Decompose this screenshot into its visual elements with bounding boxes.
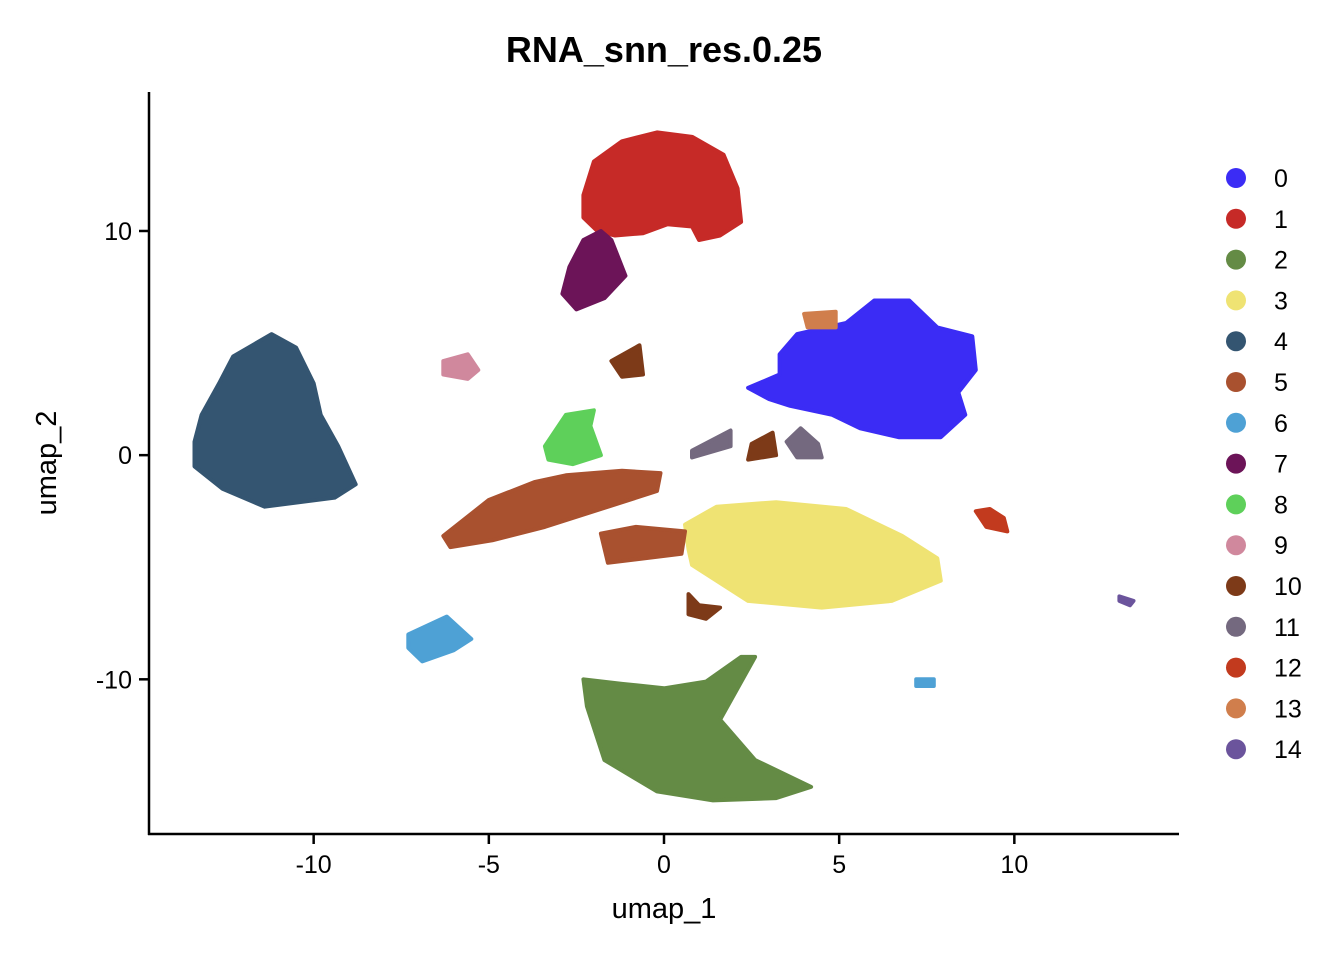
x-axis-ticks: -10 -5 0 5 10 xyxy=(296,834,1028,879)
legend-swatch-2 xyxy=(1226,249,1246,270)
cluster-11-points xyxy=(784,426,824,460)
legend-label-9: 9 xyxy=(1274,532,1288,560)
legend-swatch-5 xyxy=(1226,372,1246,392)
plot-area xyxy=(192,130,1136,803)
legend-label-7: 7 xyxy=(1274,451,1288,479)
legend-label-13: 13 xyxy=(1274,695,1302,723)
y-axis-ticks: -10 0 10 xyxy=(96,218,149,694)
legend-label-0: 0 xyxy=(1274,165,1288,193)
y-tick-label: 10 xyxy=(104,218,132,246)
x-tick-label: -5 xyxy=(478,851,500,879)
legend-swatch-8 xyxy=(1226,494,1246,515)
legend-swatch-14 xyxy=(1226,739,1246,760)
y-tick-label: -10 xyxy=(96,666,132,694)
cluster-5-points xyxy=(441,468,663,550)
chart-title: RNA_snn_res.0.25 xyxy=(506,29,822,70)
cluster-3-points xyxy=(683,500,943,610)
cluster-6-points xyxy=(914,677,936,688)
x-tick-label: -10 xyxy=(296,851,332,879)
legend-label-3: 3 xyxy=(1274,287,1288,315)
legend-swatch-13 xyxy=(1226,698,1246,719)
legend-swatch-9 xyxy=(1226,535,1246,556)
y-tick-label: 0 xyxy=(118,442,132,470)
legend-label-11: 11 xyxy=(1274,614,1300,642)
cluster-5-points xyxy=(598,524,687,565)
legend-swatch-11 xyxy=(1226,616,1246,637)
x-tick-label: 0 xyxy=(657,851,671,879)
legend-label-4: 4 xyxy=(1274,328,1288,356)
legend-swatch-12 xyxy=(1226,657,1246,678)
cluster-0-points xyxy=(746,298,978,440)
cluster-14-points xyxy=(1117,594,1136,608)
cluster-10-points xyxy=(609,343,645,379)
cluster-9-points xyxy=(441,352,481,381)
legend-label-1: 1 xyxy=(1274,206,1288,234)
legend-swatch-4 xyxy=(1226,331,1246,352)
cluster-4-points xyxy=(192,332,358,509)
x-tick-label: 10 xyxy=(1000,851,1028,879)
cluster-11-points xyxy=(690,428,733,460)
legend-label-12: 12 xyxy=(1274,655,1302,683)
legend-label-10: 10 xyxy=(1274,573,1302,601)
legend-label-8: 8 xyxy=(1274,491,1288,519)
cluster-6-points xyxy=(406,614,474,664)
cluster-12-points xyxy=(973,507,1010,534)
legend-swatch-10 xyxy=(1226,576,1246,596)
x-axis-title: umap_1 xyxy=(612,893,717,925)
legend-swatch-0 xyxy=(1226,168,1246,188)
legend-label-6: 6 xyxy=(1274,410,1288,438)
cluster-13-points xyxy=(802,309,838,330)
x-tick-label: 5 xyxy=(832,851,846,879)
cluster-1-points xyxy=(581,130,744,242)
cluster-10-points xyxy=(746,430,779,462)
legend-swatch-7 xyxy=(1226,453,1246,474)
legend-label-2: 2 xyxy=(1274,247,1288,275)
legend-swatch-1 xyxy=(1226,208,1246,229)
cluster-7-points xyxy=(560,229,628,312)
cluster-2-points xyxy=(581,654,814,803)
legend-swatch-3 xyxy=(1226,290,1246,311)
legend-label-5: 5 xyxy=(1274,369,1288,397)
cluster-8-points xyxy=(542,408,603,467)
legend-swatch-6 xyxy=(1226,412,1246,433)
legend-label-14: 14 xyxy=(1274,736,1302,764)
y-axis-title: umap_2 xyxy=(31,411,63,516)
cluster-10-points xyxy=(686,592,723,621)
